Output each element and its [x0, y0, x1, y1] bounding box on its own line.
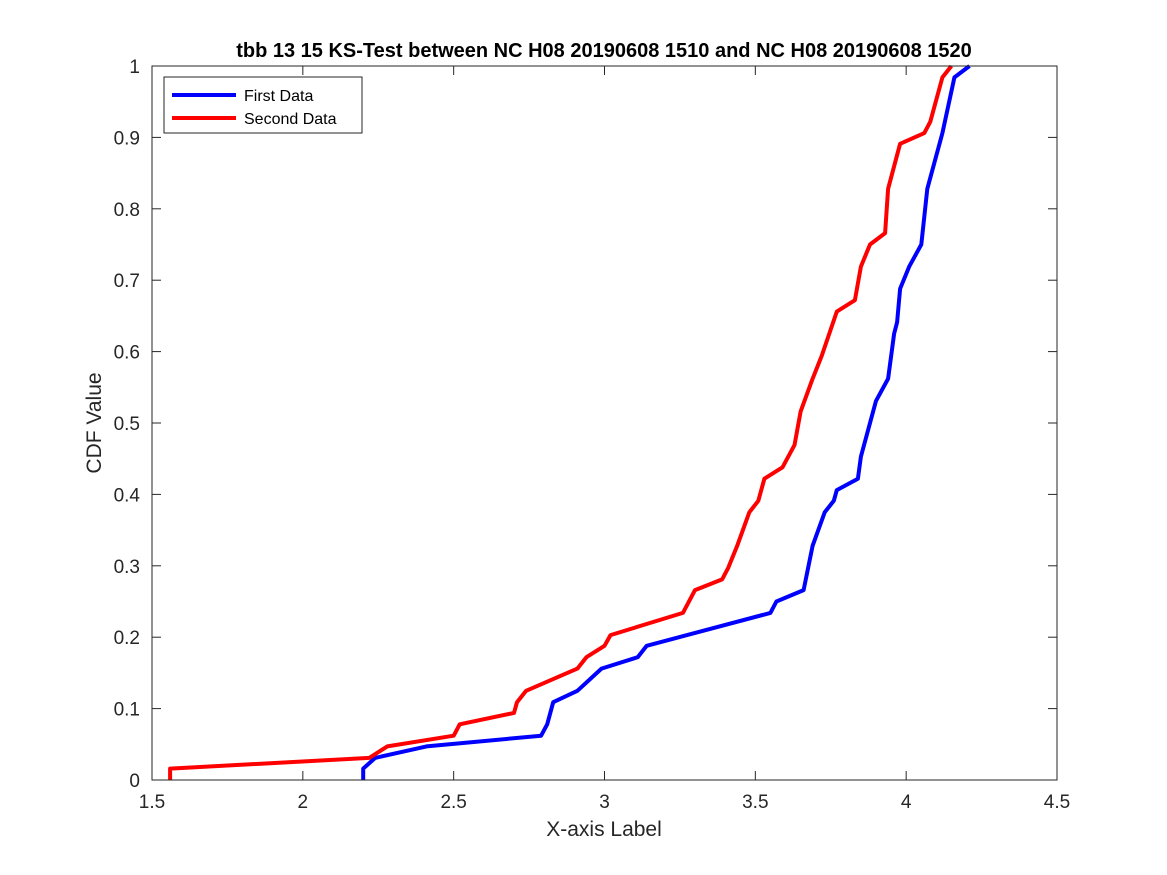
x-axis-label: X-axis Label	[546, 818, 662, 841]
legend-label-second-data: Second Data	[244, 111, 337, 128]
y-tick-label: 0.4	[114, 485, 141, 506]
y-tick-label: 0.5	[114, 414, 140, 435]
y-tick-label: 0.2	[114, 628, 140, 649]
y-tick-label: 0.9	[114, 128, 140, 149]
y-tick-label: 1	[129, 57, 140, 78]
x-tick-label: 3.5	[742, 792, 768, 813]
x-tick-label: 1.5	[139, 792, 165, 813]
y-tick-label: 0.7	[114, 271, 140, 292]
legend: First Data Second Data	[163, 76, 363, 134]
plot-area	[152, 66, 1057, 780]
y-tick-label: 0.3	[114, 557, 140, 578]
legend-box	[163, 76, 363, 134]
series-line-first-data	[361, 64, 971, 780]
x-tick-label: 4	[901, 792, 912, 813]
series-layer	[168, 64, 971, 780]
x-tick-label: 3	[599, 792, 610, 813]
y-tick-label: 0	[129, 771, 140, 792]
y-axis-label: CDF Value	[83, 372, 106, 473]
y-tick-label: 0.6	[114, 343, 140, 364]
x-tick-label: 4.5	[1044, 792, 1070, 813]
y-tick-label: 0.8	[114, 200, 140, 221]
legend-label-first-data: First Data	[244, 88, 313, 105]
series-line-second-data	[168, 64, 953, 780]
y-tick-label: 0.1	[114, 700, 140, 721]
ticks-layer	[151, 65, 1058, 781]
x-tick-label: 2	[298, 792, 309, 813]
x-tick-label: 2.5	[440, 792, 466, 813]
chart-title: tbb 13 15 KS-Test between NC H08 2019060…	[236, 40, 972, 62]
tick-label-layer: 1.5 2 2.5 3 3.5 4 4.5 0 0.1 0.2 0.3 0.4 0.5 0.6 0.7 0.8…	[114, 57, 1071, 813]
